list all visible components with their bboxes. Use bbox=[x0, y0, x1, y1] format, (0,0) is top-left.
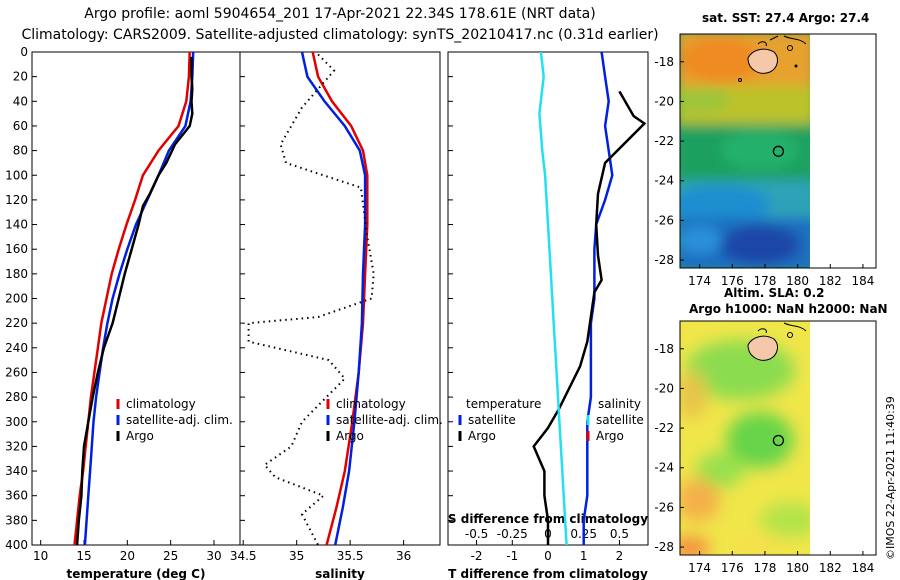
map-lat-label: -24 bbox=[654, 461, 674, 475]
depth-tick-label: 240 bbox=[5, 341, 28, 355]
depth-tick-label: 20 bbox=[13, 70, 28, 84]
tdiff-legend-label: Argo bbox=[468, 429, 496, 443]
temp-argo-line bbox=[75, 56, 194, 545]
map-lat-label: -18 bbox=[654, 342, 674, 356]
diff-legend-title-salinity: salinity bbox=[598, 397, 641, 411]
map-lat-label: -26 bbox=[654, 213, 674, 227]
depth-tick-label: 340 bbox=[5, 464, 28, 478]
title-line-1: Argo profile: aoml 5904654_201 17-Apr-20… bbox=[84, 6, 596, 22]
map-lon-label: 184 bbox=[851, 274, 874, 288]
map-sst-title: sat. SST: 27.4 Argo: 27.4 bbox=[702, 11, 870, 25]
temp-legend-label: climatology bbox=[126, 397, 196, 411]
depth-tick-label: 400 bbox=[5, 538, 28, 552]
temp-legend-label: Argo bbox=[126, 429, 154, 443]
depth-tick-label: 60 bbox=[13, 119, 28, 133]
salinity-panel: 34.5 35 35.5 36 salinity climatology satellite… bbox=[230, 51, 443, 580]
sst-field bbox=[680, 34, 810, 268]
map-lat-label: -28 bbox=[654, 540, 674, 554]
depth-tick-label: 0 bbox=[20, 45, 28, 59]
x-tick-label: 30 bbox=[206, 549, 221, 563]
depth-tick-label: 280 bbox=[5, 390, 28, 404]
map-lat-label: -22 bbox=[654, 421, 674, 435]
x-axis-label: temperature (deg C) bbox=[67, 567, 206, 580]
map-lon-label: 178 bbox=[753, 274, 776, 288]
temp-legend-label: satellite-adj. clim. bbox=[126, 413, 233, 427]
x-tick-label: 25 bbox=[163, 549, 178, 563]
x-tick-label: -2 bbox=[471, 549, 483, 563]
map-lat-label: -22 bbox=[654, 134, 674, 148]
map-lat-label: -24 bbox=[654, 174, 674, 188]
sal-satellite-line bbox=[300, 52, 367, 545]
depth-tick-label: 380 bbox=[5, 513, 28, 527]
map-lon-label: 182 bbox=[819, 274, 842, 288]
depth-tick-label: 80 bbox=[13, 144, 28, 158]
map-lon-label: 180 bbox=[786, 274, 809, 288]
x-axis-label: T difference from climatology bbox=[448, 567, 648, 580]
x-tick-label: 1 bbox=[580, 549, 588, 563]
depth-tick-label: 120 bbox=[5, 193, 28, 207]
sal-legend-label: climatology bbox=[336, 397, 406, 411]
x-tick-label: 20 bbox=[120, 549, 135, 563]
sal-legend-label: satellite-adj. clim. bbox=[336, 413, 443, 427]
sal-climatology-line bbox=[311, 52, 369, 545]
x-tick-label: 0 bbox=[544, 549, 552, 563]
map-lat-label: -18 bbox=[654, 55, 674, 69]
depth-tick-label: 180 bbox=[5, 267, 28, 281]
s-diff-tick-label: -0.5 bbox=[465, 527, 488, 541]
depth-tick-label: 100 bbox=[5, 168, 28, 182]
tdiff-legend-label: satellite bbox=[468, 413, 516, 427]
sla-float-marker bbox=[772, 434, 785, 447]
map-sla-title: Altim. SLA: 0.2 bbox=[724, 286, 825, 300]
x-tick-label: 34.5 bbox=[230, 549, 257, 563]
depth-tick-label: 260 bbox=[5, 365, 28, 379]
map-lon-label: 174 bbox=[688, 274, 711, 288]
map-lon-label: 176 bbox=[721, 274, 744, 288]
sla-map: 174 176 178 180 182 184 -18 -20 -22 -24 -26 -28 bbox=[654, 320, 877, 575]
x-tick-label: -1 bbox=[506, 549, 518, 563]
s-diff-tick-label: 0.5 bbox=[610, 527, 629, 541]
map-lat-label: -26 bbox=[654, 500, 674, 514]
sal-legend-label: Argo bbox=[336, 429, 364, 443]
map-lon-label: 184 bbox=[851, 561, 874, 575]
x-tick-label: 35.5 bbox=[337, 549, 364, 563]
s-diff-tick-label: -0.25 bbox=[497, 527, 528, 541]
depth-tick-label: 40 bbox=[13, 94, 28, 108]
tdiff-argo-line bbox=[532, 90, 647, 545]
map-lat-label: -20 bbox=[654, 381, 674, 395]
depth-tick-label: 300 bbox=[5, 415, 28, 429]
map-argo-height-title: Argo h1000: NaN h2000: NaN bbox=[689, 302, 888, 316]
map-lon-label: 178 bbox=[753, 561, 776, 575]
depth-tick-label: 220 bbox=[5, 316, 28, 330]
temp-satellite-line bbox=[83, 52, 195, 545]
sla-field bbox=[680, 321, 810, 555]
x-tick-label: 2 bbox=[616, 549, 624, 563]
map-lon-label: 180 bbox=[786, 561, 809, 575]
sst-map: 174 176 178 180 182 184 -18 -20 -22 -24 -26 -28 bbox=[654, 33, 877, 288]
x-tick-label: 36 bbox=[396, 549, 411, 563]
sdiff-satellite-line bbox=[538, 52, 568, 545]
x-tick-label: 35 bbox=[289, 549, 304, 563]
sdiff-legend-label: Argo bbox=[596, 429, 624, 443]
depth-tick-label: 140 bbox=[5, 218, 28, 232]
title-line-2: Climatology: CARS2009. Satellite-adjuste… bbox=[21, 27, 659, 43]
map-lat-label: -20 bbox=[654, 94, 674, 108]
x-axis-label: salinity bbox=[315, 567, 365, 580]
sdiff-legend-label: satellite bbox=[596, 413, 644, 427]
depth-tick-label: 200 bbox=[5, 292, 28, 306]
depth-tick-label: 320 bbox=[5, 439, 28, 453]
sst-float-marker bbox=[772, 145, 785, 157]
sal-argo-line bbox=[247, 53, 375, 545]
temperature-panel: 0 20 40 60 80 100 120 140 160 180 200 220 240 260 280 3… bbox=[5, 45, 241, 580]
map-lon-label: 176 bbox=[721, 561, 744, 575]
map-lat-label: -28 bbox=[654, 253, 674, 267]
map-lon-label: 182 bbox=[819, 561, 842, 575]
map-lon-label: 174 bbox=[688, 561, 711, 575]
depth-tick-label: 160 bbox=[5, 242, 28, 256]
x-tick-label: 10 bbox=[33, 549, 48, 563]
x-tick-label: 15 bbox=[76, 549, 91, 563]
diff-legend-title-temperature: temperature bbox=[466, 397, 541, 411]
depth-tick-label: 360 bbox=[5, 489, 28, 503]
